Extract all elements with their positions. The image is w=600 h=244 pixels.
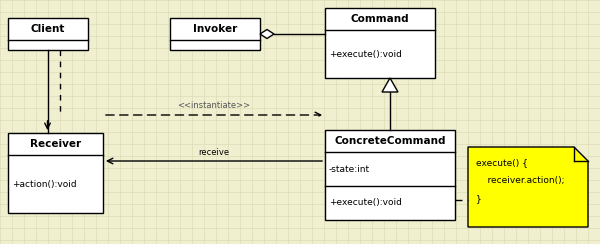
Text: Receiver: Receiver	[30, 139, 81, 149]
Polygon shape	[382, 78, 398, 92]
Polygon shape	[260, 30, 274, 39]
Text: +execute():void: +execute():void	[329, 199, 402, 207]
Bar	[325, 130, 455, 220]
Bar	[325, 8, 435, 78]
Bar	[8, 18, 88, 50]
Text: <<instantiate>>: <<instantiate>>	[178, 101, 251, 110]
Text: }: }	[476, 194, 482, 203]
Text: +action():void: +action():void	[12, 180, 77, 189]
Text: +execute():void: +execute():void	[329, 50, 402, 59]
Text: Command: Command	[350, 14, 409, 24]
Text: -state:int: -state:int	[329, 164, 370, 173]
Text: ConcreteCommand: ConcreteCommand	[334, 136, 446, 146]
Text: Client: Client	[31, 24, 65, 34]
Polygon shape	[468, 147, 588, 227]
Text: receiver.action();: receiver.action();	[476, 176, 565, 185]
Bar	[170, 18, 260, 50]
Bar	[8, 133, 103, 213]
Text: receive: receive	[199, 148, 230, 157]
Text: Invoker: Invoker	[193, 24, 237, 34]
Text: execute() {: execute() {	[476, 159, 528, 167]
